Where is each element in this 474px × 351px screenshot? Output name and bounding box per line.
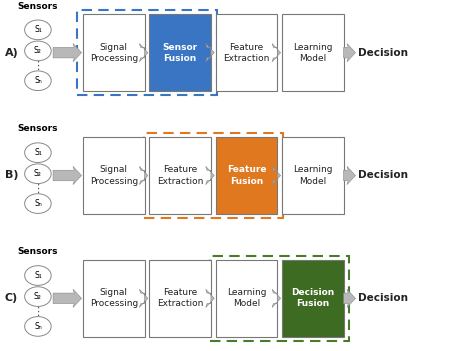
Bar — [77, 10, 217, 95]
Text: Sensors: Sensors — [18, 1, 58, 11]
Circle shape — [25, 143, 51, 163]
Text: S₁: S₁ — [34, 148, 42, 157]
FancyArrow shape — [206, 44, 214, 62]
Bar — [210, 256, 349, 341]
Text: A): A) — [5, 48, 18, 58]
Text: B): B) — [5, 171, 18, 180]
Text: Decision: Decision — [358, 171, 408, 180]
FancyArrow shape — [344, 166, 356, 185]
Text: Feature
Fusion: Feature Fusion — [227, 165, 266, 186]
Bar — [282, 137, 344, 214]
Bar — [282, 14, 344, 91]
Text: Sensors: Sensors — [18, 247, 58, 256]
Text: S₂: S₂ — [34, 169, 42, 178]
Text: C): C) — [5, 293, 18, 303]
Text: Signal
Processing: Signal Processing — [90, 288, 138, 309]
Text: S₂: S₂ — [34, 292, 42, 301]
Text: ⋮: ⋮ — [32, 306, 44, 317]
Text: Learning
Model: Learning Model — [293, 42, 333, 63]
Bar — [149, 260, 211, 337]
Circle shape — [25, 317, 51, 336]
Bar — [216, 14, 277, 91]
FancyArrow shape — [272, 289, 281, 307]
FancyArrow shape — [206, 289, 214, 307]
Circle shape — [25, 41, 51, 61]
Circle shape — [25, 194, 51, 213]
Bar — [83, 260, 145, 337]
FancyArrow shape — [53, 166, 82, 185]
Text: Signal
Processing: Signal Processing — [90, 165, 138, 186]
Text: S₁: S₁ — [34, 25, 42, 34]
Text: Decision
Fusion: Decision Fusion — [291, 288, 335, 309]
FancyArrow shape — [53, 289, 82, 307]
Bar — [144, 133, 283, 218]
FancyArrow shape — [344, 289, 356, 307]
Text: Sₙ: Sₙ — [34, 199, 42, 208]
FancyArrow shape — [139, 289, 148, 307]
Bar — [83, 137, 145, 214]
FancyArrow shape — [139, 166, 148, 185]
Text: ⋮: ⋮ — [32, 184, 44, 194]
Bar — [149, 14, 211, 91]
Text: Feature
Extraction: Feature Extraction — [223, 42, 270, 63]
Circle shape — [25, 266, 51, 285]
Circle shape — [25, 71, 51, 91]
Text: Signal
Processing: Signal Processing — [90, 42, 138, 63]
Text: Learning
Model: Learning Model — [227, 288, 266, 309]
Circle shape — [25, 164, 51, 184]
FancyArrow shape — [53, 44, 82, 62]
Bar — [216, 260, 277, 337]
Text: S₁: S₁ — [34, 271, 42, 280]
Text: S₂: S₂ — [34, 46, 42, 55]
Text: Feature
Extraction: Feature Extraction — [157, 165, 203, 186]
Text: Decision: Decision — [358, 293, 408, 303]
FancyArrow shape — [272, 166, 281, 185]
Text: Learning
Model: Learning Model — [293, 165, 333, 186]
FancyArrow shape — [206, 166, 214, 185]
Bar — [216, 137, 277, 214]
FancyArrow shape — [344, 44, 356, 62]
Text: Feature
Extraction: Feature Extraction — [157, 288, 203, 309]
Bar — [149, 137, 211, 214]
Text: Sensors: Sensors — [18, 124, 58, 133]
FancyArrow shape — [272, 44, 281, 62]
Text: Sₙ: Sₙ — [34, 322, 42, 331]
Circle shape — [25, 20, 51, 40]
Text: Sₙ: Sₙ — [34, 76, 42, 85]
Bar — [282, 260, 344, 337]
Text: ⋮: ⋮ — [32, 61, 44, 71]
Bar — [83, 14, 145, 91]
Text: Decision: Decision — [358, 48, 408, 58]
Text: Sensor
Fusion: Sensor Fusion — [163, 42, 198, 63]
FancyArrow shape — [139, 44, 148, 62]
Circle shape — [25, 287, 51, 306]
